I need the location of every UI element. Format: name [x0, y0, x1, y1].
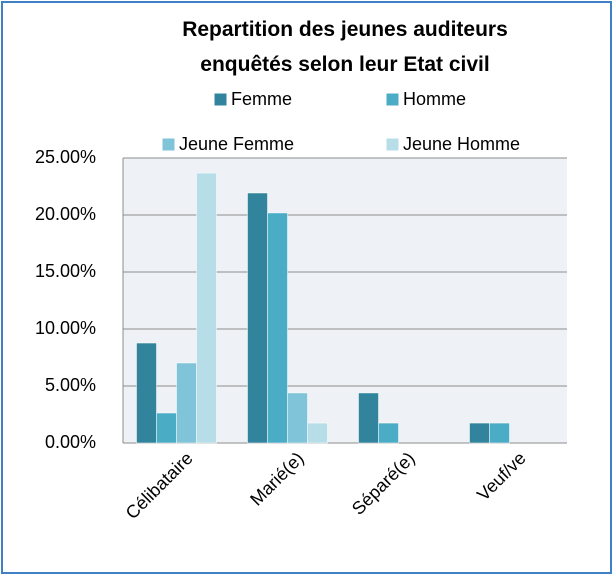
legend-swatch: [213, 92, 228, 107]
x-tick-label: Célibataire: [122, 448, 197, 523]
y-tick-label: 5.00%: [45, 375, 96, 395]
bar: [469, 422, 490, 444]
bar: [247, 192, 268, 444]
bar: [136, 342, 157, 444]
x-tick-label: Séparé(e): [348, 448, 419, 519]
bar: [176, 362, 197, 444]
y-tick-label: 10.00%: [35, 318, 96, 338]
y-tick-label: 20.00%: [35, 204, 96, 224]
legend-label: Jeune Homme: [403, 134, 520, 154]
y-tick-label: 15.00%: [35, 261, 96, 281]
legend-label: Femme: [231, 89, 292, 109]
legend-label: Homme: [403, 89, 466, 109]
y-tick-label: 0.00%: [45, 432, 96, 452]
legend-swatch: [385, 137, 400, 152]
bar: [307, 422, 328, 444]
x-tick-label: Marié(e): [246, 448, 308, 510]
bar: [196, 172, 217, 444]
legend-swatch: [161, 137, 176, 152]
legend-swatch: [385, 92, 400, 107]
bar: [156, 412, 177, 444]
legend-label: Jeune Femme: [179, 134, 294, 154]
bar: [358, 392, 379, 444]
bar: [378, 422, 399, 444]
bar: [489, 422, 510, 444]
chart-title: Repartition des jeunes auditeurs enquêté…: [182, 18, 508, 76]
y-tick-label: 25.00%: [35, 147, 96, 167]
bar: [267, 212, 288, 444]
bar: [287, 392, 308, 444]
x-tick-label: Veuf/ve: [473, 448, 530, 505]
